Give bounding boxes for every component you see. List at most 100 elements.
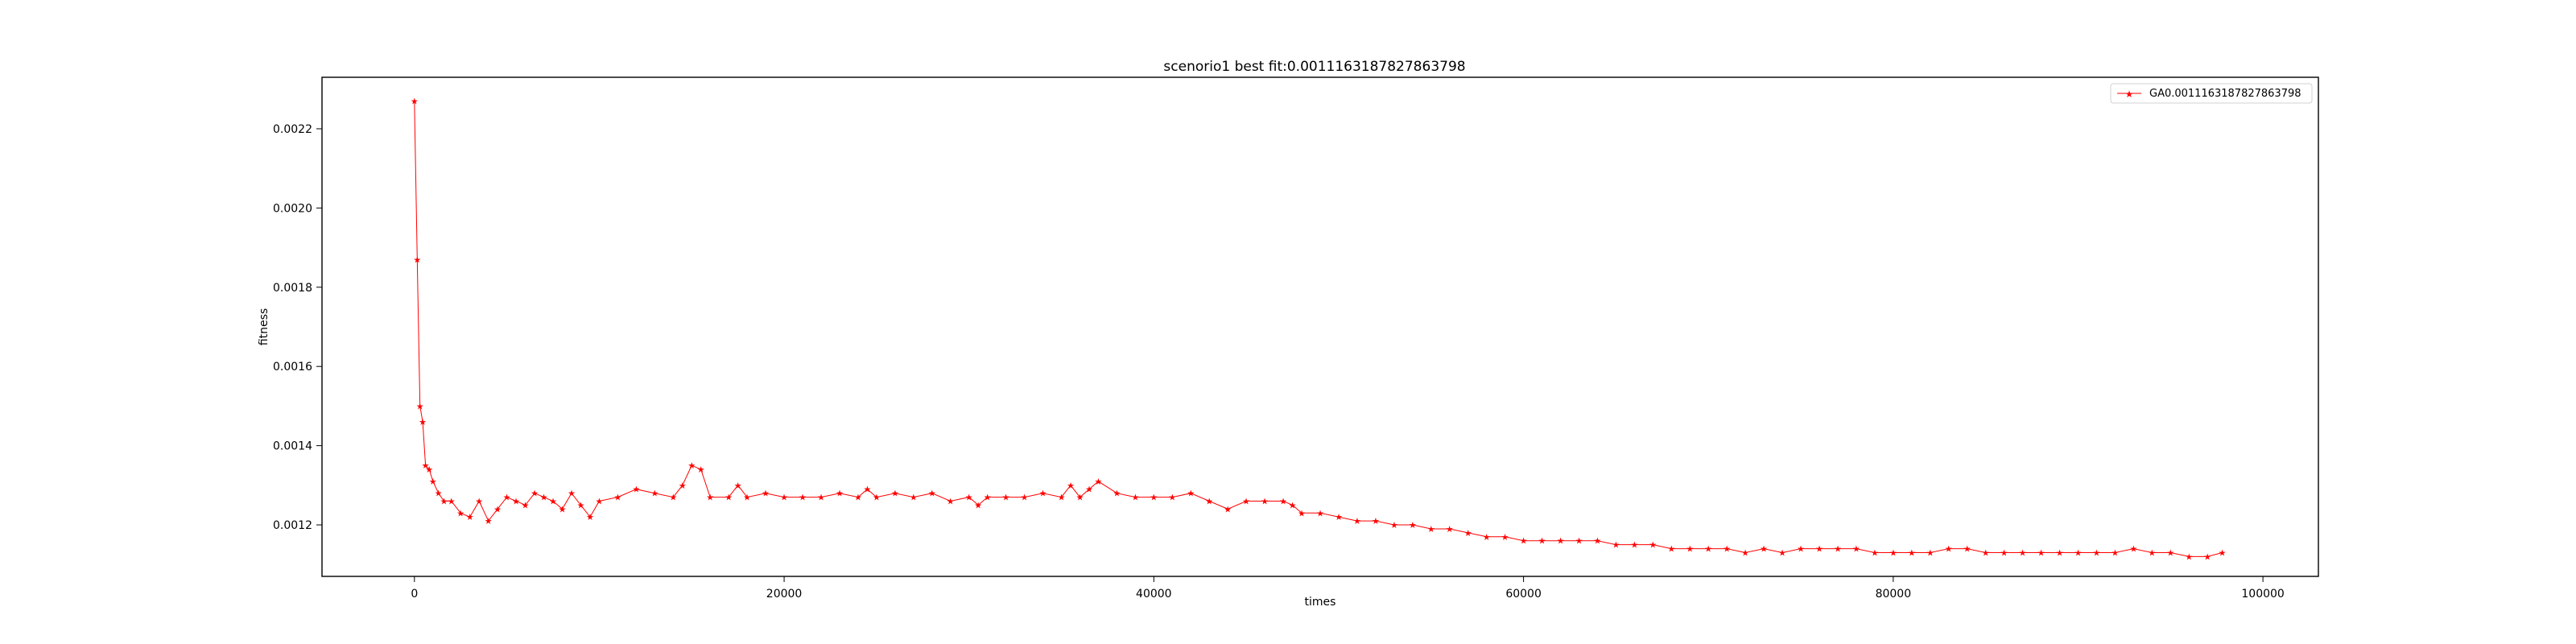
data-point-star: ★ — [817, 493, 825, 503]
x-tick-label: 20000 — [766, 588, 803, 601]
data-point-star: ★ — [2000, 548, 2008, 559]
y-tick-label: 0.0016 — [273, 361, 312, 374]
data-point-star: ★ — [687, 460, 696, 471]
data-point-star: ★ — [2148, 548, 2156, 559]
data-point-star: ★ — [503, 493, 511, 503]
data-point-star: ★ — [679, 481, 687, 491]
data-point-star: ★ — [1945, 544, 1953, 555]
data-point-star: ★ — [873, 493, 881, 503]
data-point-star: ★ — [2166, 548, 2174, 559]
data-point-star: ★ — [568, 489, 576, 499]
data-point-star: ★ — [743, 493, 751, 503]
data-point-star: ★ — [1279, 497, 1287, 507]
x-axis-label: times — [1305, 596, 1336, 609]
data-point-star: ★ — [974, 500, 982, 510]
data-point-star: ★ — [1982, 548, 1990, 559]
series-line — [414, 101, 2223, 557]
data-point-star: ★ — [1520, 536, 1528, 547]
data-point-star: ★ — [1316, 508, 1324, 518]
plot-area — [321, 76, 2319, 577]
x-tick-label: 100000 — [2241, 588, 2284, 601]
x-tick-label: 60000 — [1505, 588, 1542, 601]
data-point-star: ★ — [448, 497, 456, 507]
chart-title: scenorio1 best fit:0.0011163187827863798 — [1163, 59, 1465, 75]
y-tick-label: 0.0022 — [273, 123, 312, 136]
data-point-star: ★ — [559, 504, 567, 514]
plot-frame — [321, 76, 2319, 577]
data-point-star: ★ — [1834, 544, 1842, 555]
data-point-star: ★ — [724, 493, 733, 503]
data-point-star: ★ — [1908, 548, 1916, 559]
data-point-star: ★ — [1538, 536, 1546, 547]
data-point-star: ★ — [429, 477, 437, 487]
data-point-star: ★ — [1085, 485, 1093, 495]
data-point-star: ★ — [2185, 551, 2193, 562]
data-point-star: ★ — [1797, 544, 1805, 555]
x-tick-label: 40000 — [1136, 588, 1172, 601]
y-tick-label: 0.0012 — [273, 519, 312, 532]
data-point-star: ★ — [965, 493, 973, 503]
data-point-star: ★ — [1298, 508, 1306, 518]
data-point-star: ★ — [1593, 536, 1601, 547]
data-point-star: ★ — [984, 493, 992, 503]
data-point-star: ★ — [1390, 520, 1398, 530]
data-point-star: ★ — [522, 500, 530, 510]
data-point-star: ★ — [2092, 548, 2100, 559]
data-point-star: ★ — [1039, 489, 1047, 499]
y-axis: 0.0012 0.0014 0.0016 0.0018 0.0020 0.0022 — [273, 123, 322, 532]
data-point-star: ★ — [1686, 544, 1694, 555]
legend-marker-star-icon: ★ — [2125, 89, 2134, 100]
y-axis-label: fitness — [258, 308, 270, 345]
data-point-star: ★ — [1612, 540, 1620, 551]
data-point-star: ★ — [1289, 500, 1297, 510]
data-point-star: ★ — [2203, 551, 2211, 562]
data-point-star: ★ — [419, 417, 427, 427]
data-point-star: ★ — [854, 493, 862, 503]
data-point-star: ★ — [2056, 548, 2064, 559]
data-point-star: ★ — [762, 489, 770, 499]
data-point-star: ★ — [422, 460, 430, 471]
data-point-star: ★ — [669, 493, 677, 503]
y-tick-label: 0.0018 — [273, 282, 312, 295]
data-point-star: ★ — [1483, 532, 1491, 543]
data-point-star: ★ — [650, 489, 658, 499]
data-point-star: ★ — [1464, 528, 1472, 539]
data-point-star: ★ — [706, 493, 714, 503]
data-point-star: ★ — [1963, 544, 1971, 555]
data-point-star: ★ — [1372, 516, 1380, 526]
data-point-star: ★ — [1704, 544, 1712, 555]
data-point-star: ★ — [1335, 512, 1343, 522]
data-point-star: ★ — [1723, 544, 1731, 555]
data-point-star: ★ — [540, 493, 548, 503]
data-point-star: ★ — [435, 489, 443, 499]
y-tick-label: 0.0014 — [273, 440, 312, 453]
data-point-star: ★ — [1067, 481, 1075, 491]
data-point-star: ★ — [1741, 548, 1749, 559]
data-point-star: ★ — [1002, 493, 1010, 503]
y-tick-label: 0.0020 — [273, 202, 312, 215]
data-point-star: ★ — [411, 97, 419, 107]
data-point-star: ★ — [1094, 477, 1102, 487]
data-point-star: ★ — [1557, 536, 1565, 547]
data-point-star: ★ — [2037, 548, 2046, 559]
data-point-star: ★ — [530, 489, 539, 499]
data-point-star: ★ — [1889, 548, 1897, 559]
data-point-star: ★ — [512, 497, 520, 507]
data-point-star: ★ — [1446, 524, 1454, 535]
data-point-star: ★ — [1649, 540, 1657, 551]
legend-box — [2110, 83, 2313, 104]
data-point-star: ★ — [1205, 497, 1213, 507]
data-point-star: ★ — [1242, 497, 1250, 507]
data-point-star: ★ — [1760, 544, 1768, 555]
data-point-star: ★ — [2111, 548, 2119, 559]
x-tick-label: 80000 — [1876, 588, 1912, 601]
data-point-star: ★ — [891, 489, 899, 499]
data-point-star: ★ — [1076, 493, 1084, 503]
data-point-star: ★ — [697, 464, 705, 475]
data-point-star: ★ — [1667, 544, 1675, 555]
data-point-star: ★ — [425, 464, 433, 475]
data-point-star: ★ — [1113, 489, 1121, 499]
data-point-star: ★ — [1058, 493, 1066, 503]
